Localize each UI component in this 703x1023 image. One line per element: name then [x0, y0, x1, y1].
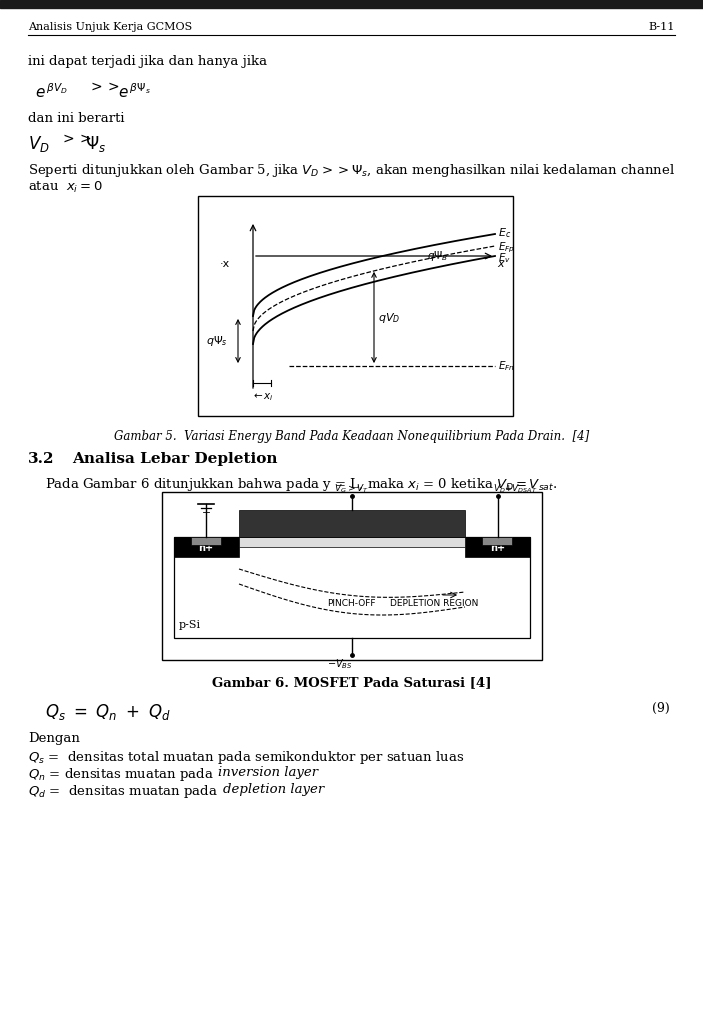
Text: $-V_{BS}$: $-V_{BS}$ — [327, 657, 353, 671]
Text: atau  $x_i = 0$: atau $x_i = 0$ — [28, 180, 103, 195]
Text: n+: n+ — [198, 543, 214, 553]
Text: $\leftarrow x_i$: $\leftarrow x_i$ — [251, 391, 274, 403]
Bar — [198, 196, 513, 416]
Text: dan ini berarti: dan ini berarti — [28, 112, 124, 125]
Text: $q\Psi_B$: $q\Psi_B$ — [427, 249, 449, 263]
Text: $q\Psi_s$: $q\Psi_s$ — [206, 333, 228, 348]
Text: Analisis Unjuk Kerja GCMOS: Analisis Unjuk Kerja GCMOS — [28, 23, 192, 32]
Text: $E_c$: $E_c$ — [498, 226, 511, 240]
Text: depletion layer: depletion layer — [223, 783, 324, 796]
Bar — [191, 537, 221, 545]
Text: $Q_d$ =  densitas muatan pada: $Q_d$ = densitas muatan pada — [28, 783, 218, 800]
Text: x: x — [497, 259, 503, 269]
Text: p-Si: p-Si — [179, 620, 201, 630]
Text: $\Psi_s$: $\Psi_s$ — [85, 134, 106, 154]
Bar — [239, 510, 465, 537]
Text: $qV_D$: $qV_D$ — [378, 311, 400, 325]
Bar — [465, 537, 530, 557]
Text: Seperti ditunjukkan oleh Gambar 5, jika $V_D >> \Psi_s$, akan menghasilkan nilai: Seperti ditunjukkan oleh Gambar 5, jika … — [28, 162, 675, 179]
Text: $Q_s$ =  densitas total muatan pada semikonduktor per satuan luas: $Q_s$ = densitas total muatan pada semik… — [28, 749, 464, 766]
Text: ·x: ·x — [220, 259, 231, 269]
Text: 3.2: 3.2 — [28, 452, 55, 466]
Text: ini dapat terjadi jika dan hanya jika: ini dapat terjadi jika dan hanya jika — [28, 55, 267, 68]
Text: $V_G > V_T$: $V_G > V_T$ — [334, 483, 369, 495]
Text: $E_{Fp}$: $E_{Fp}$ — [498, 240, 515, 255]
Text: $Q_n$ = densitas muatan pada: $Q_n$ = densitas muatan pada — [28, 766, 214, 783]
Bar — [482, 537, 512, 545]
Text: B-11: B-11 — [649, 23, 675, 32]
Text: $e^{\,\beta \Psi_s}$: $e^{\,\beta \Psi_s}$ — [118, 82, 151, 100]
Text: Dengan: Dengan — [28, 732, 80, 745]
Text: $>>$: $>>$ — [60, 132, 92, 146]
Text: inversion layer: inversion layer — [218, 766, 318, 779]
Text: DEPLETION REGION: DEPLETION REGION — [390, 599, 478, 608]
Text: $E_{Fn}$: $E_{Fn}$ — [498, 359, 515, 373]
Text: Analisa Lebar Depletion: Analisa Lebar Depletion — [72, 452, 278, 466]
Text: $Q_s\ =\ Q_n\ +\ Q_d$: $Q_s\ =\ Q_n\ +\ Q_d$ — [45, 702, 171, 722]
Bar — [162, 492, 542, 660]
Text: (9): (9) — [652, 702, 670, 715]
Text: Gambar 6. MOSFET Pada Saturasi [4]: Gambar 6. MOSFET Pada Saturasi [4] — [212, 676, 492, 690]
Text: Pada Gambar 6 ditunjukkan bahwa pada y = L, maka $x_i$ = 0 ketika $V_D = V_{sat}: Pada Gambar 6 ditunjukkan bahwa pada y =… — [45, 476, 557, 493]
Text: $>>$: $>>$ — [88, 80, 120, 94]
Bar — [174, 537, 239, 557]
Text: PINCH-OFF: PINCH-OFF — [327, 599, 375, 608]
Text: $E_v$: $E_v$ — [498, 251, 511, 265]
Bar — [0, 0, 703, 8]
Bar — [239, 537, 465, 547]
Text: $e^{\,\beta V_D}$: $e^{\,\beta V_D}$ — [35, 82, 68, 100]
Text: n+: n+ — [491, 543, 505, 553]
Text: $V_D{+}V_{DSAT}$: $V_D{+}V_{DSAT}$ — [493, 483, 537, 495]
Bar — [174, 537, 530, 638]
Text: Gambar 5.  Variasi Energy Band Pada Keadaan Nonequilibrium Pada Drain.  [4]: Gambar 5. Variasi Energy Band Pada Keada… — [115, 430, 590, 443]
Text: $V_D$: $V_D$ — [28, 134, 50, 154]
